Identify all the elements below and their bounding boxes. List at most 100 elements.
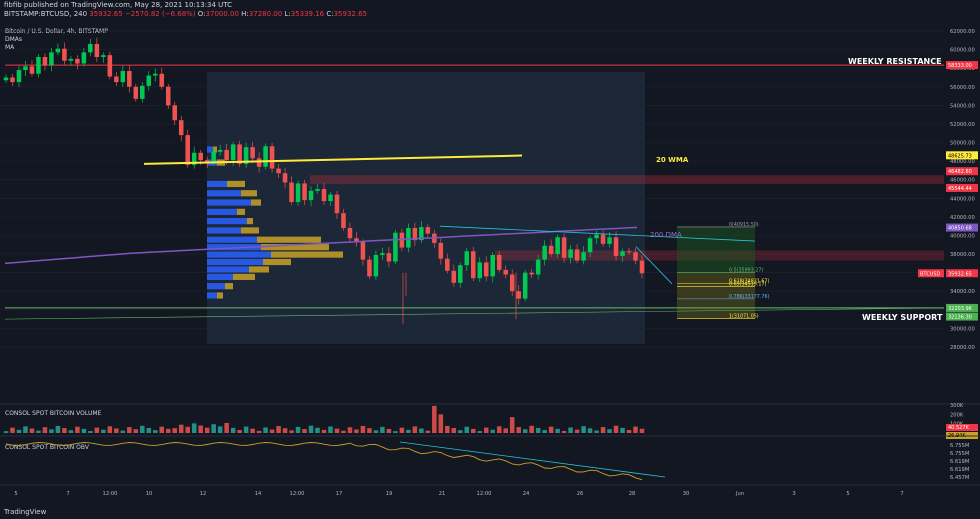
volume-bar xyxy=(75,426,80,433)
candle-body xyxy=(146,75,152,86)
time-tick-label: 17 xyxy=(336,491,343,497)
volume-bar xyxy=(328,426,333,433)
volume-bar xyxy=(49,429,54,433)
candle-body xyxy=(639,260,645,274)
volume-bar xyxy=(483,427,489,433)
vp-sell-bar xyxy=(271,251,343,258)
symbol-label[interactable]: BITSTAMP:BTCUSD, 240 xyxy=(4,10,88,18)
candle-body xyxy=(600,234,606,244)
volume-bar xyxy=(276,426,281,433)
price-badge-text: 32203.96 xyxy=(948,306,972,312)
obv-tick-label: 6.619M xyxy=(950,459,969,465)
candle-body xyxy=(386,253,392,262)
volume-bar xyxy=(412,426,418,433)
price-badge-text: 40850.68 xyxy=(948,226,972,232)
candle-body xyxy=(496,254,502,270)
obv-pane-title: CONSOL SPOT BITCOIN OBV xyxy=(5,444,90,451)
obv-tick-label: 6.755M xyxy=(950,451,969,457)
volume-bar xyxy=(36,430,41,433)
chart-svg[interactable]: Bitcoin / U.S. Dollar, 4h, BITSTAMP DMAs… xyxy=(0,20,980,506)
legend-ma[interactable]: MA xyxy=(5,44,15,51)
obv-tick-label: 6.457M xyxy=(950,475,969,481)
volume-bar xyxy=(367,428,372,433)
candle-body xyxy=(321,189,327,202)
candle-body xyxy=(133,86,139,99)
obv-axis: 6.755M 6.755M 6.619M 6.619M 6.457M xyxy=(950,443,969,481)
candle-body xyxy=(341,213,346,229)
volume-bar xyxy=(204,427,210,433)
candle-body xyxy=(367,259,372,277)
volume-bar xyxy=(81,428,87,433)
legend-dmas[interactable]: DMAs xyxy=(5,36,22,43)
candle-body xyxy=(107,55,113,77)
volume-bar xyxy=(29,428,35,433)
candle-body xyxy=(165,86,171,106)
descending-trendline[interactable] xyxy=(439,225,756,242)
price-badge-bg xyxy=(946,269,978,278)
volume-bar xyxy=(237,430,242,433)
volume-bar xyxy=(62,428,67,433)
candle-body xyxy=(159,73,165,87)
projection-trendline[interactable] xyxy=(635,246,673,285)
vp-sell-bar xyxy=(213,146,217,153)
high-value: 37280.00 xyxy=(248,10,283,18)
time-tick-label: Jun xyxy=(735,491,744,497)
candle-body xyxy=(269,146,275,169)
volume-bar xyxy=(451,428,457,433)
price-tick-label: 42000.00 xyxy=(950,215,975,221)
candle-body xyxy=(42,57,48,66)
fib-lines: 0(40915.50)0.5(35993.27)0.618(34831.67)0… xyxy=(677,222,769,319)
volume-bar xyxy=(16,429,22,433)
footer: TradingView xyxy=(0,506,980,519)
volume-bar xyxy=(555,428,560,433)
vp-buy-bar xyxy=(207,244,261,251)
candle-body xyxy=(503,269,508,275)
volume-bar xyxy=(568,427,573,433)
vp-buy-bar xyxy=(207,208,237,215)
volume-bar xyxy=(574,429,580,433)
vp-sell-bar xyxy=(225,283,233,290)
candle-body xyxy=(347,228,353,239)
chart-header: fibfib published on TradingView.com, May… xyxy=(0,0,980,20)
volume-bar xyxy=(639,428,645,433)
candle-body xyxy=(88,44,93,53)
candle-body xyxy=(380,253,385,255)
time-tick-label: 19 xyxy=(386,491,393,497)
candle-body xyxy=(451,270,457,283)
volume-bar xyxy=(620,427,625,433)
price-tick-label: 44000.00 xyxy=(950,196,975,202)
chart-area[interactable]: Bitcoin / U.S. Dollar, 4h, BITSTAMP DMAs… xyxy=(0,20,980,506)
candle-body xyxy=(185,135,190,165)
volume-bar xyxy=(23,426,28,433)
vp-sell-bar xyxy=(263,258,291,266)
candle-body xyxy=(445,258,450,271)
candle-body xyxy=(217,149,223,152)
volume-bar xyxy=(10,427,15,433)
volume-bar xyxy=(133,429,139,433)
volume-pane-title: CONSOL SPOT BITCOIN VOLUME xyxy=(5,410,102,417)
dma-200-line[interactable] xyxy=(4,226,638,265)
candle-body xyxy=(490,254,496,277)
vp-sell-bar xyxy=(257,236,321,243)
volume-bar xyxy=(445,425,450,433)
candle-body xyxy=(243,147,249,164)
price-badge-text: 45544.44 xyxy=(948,186,972,192)
vp-buy-bar xyxy=(207,283,225,290)
volume-badge-bg xyxy=(946,424,978,431)
volume-bar xyxy=(522,429,528,433)
candle-body xyxy=(172,105,178,121)
wma-20-line[interactable] xyxy=(143,154,523,165)
candle-body xyxy=(224,149,229,161)
candle-body xyxy=(548,245,554,255)
candle-body xyxy=(354,238,359,242)
candle-body xyxy=(36,57,41,74)
volume-bar xyxy=(146,427,152,433)
volume-bar xyxy=(334,428,340,433)
volume-bar xyxy=(42,427,48,433)
candle-body xyxy=(295,183,301,203)
red-zone-38000 xyxy=(495,250,944,261)
volume-bar xyxy=(425,430,431,433)
candle-body xyxy=(483,262,489,277)
tradingview-logo[interactable]: TradingView xyxy=(4,508,47,516)
time-tick-label: 12:00 xyxy=(477,491,492,497)
